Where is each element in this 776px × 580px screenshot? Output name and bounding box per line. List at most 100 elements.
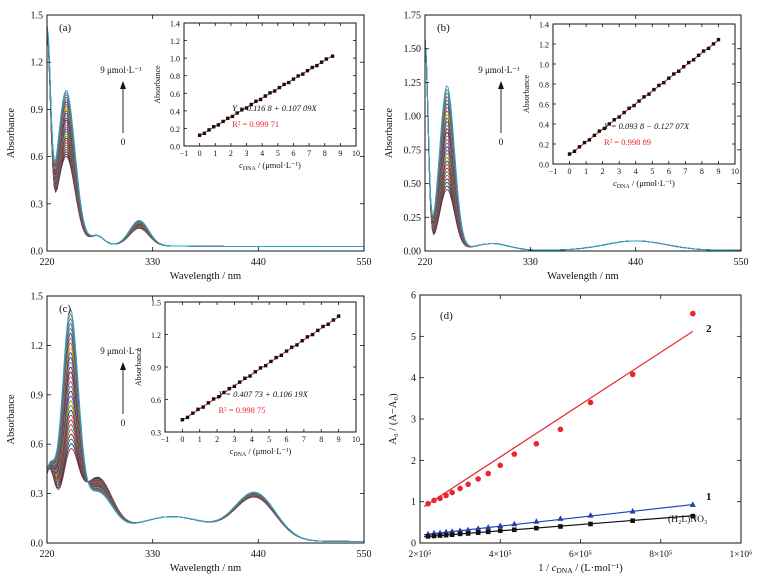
inset-point — [587, 138, 592, 142]
spectrum-line — [46, 25, 364, 248]
x-tick-label: 4×10⁵ — [489, 550, 512, 560]
inset-y-tick-label: 1.0 — [539, 61, 549, 70]
y-tick-label: 0 — [411, 539, 416, 550]
panel-label: (b) — [437, 22, 450, 34]
inset-point — [244, 106, 249, 110]
y-tick-label: 5 — [411, 332, 416, 343]
inset-y-tick-label: 0.2 — [170, 125, 180, 134]
inset-point — [284, 349, 289, 353]
fit-equation: Y = 0.407 73 + 0.106 19X — [218, 389, 308, 399]
y-tick-label: 0.6 — [31, 152, 44, 163]
inset-x-tick-label: 9 — [716, 167, 720, 176]
inset-point — [264, 363, 268, 368]
inset-x-tick-label: 3 — [245, 149, 249, 158]
data-point — [465, 481, 471, 488]
y-tick-label: 0.25 — [404, 213, 422, 224]
inset-x-tick-label: 7 — [307, 149, 311, 158]
spectra-curves — [424, 39, 741, 251]
x-tick-label: 220 — [418, 257, 433, 268]
spectra-curves — [46, 308, 364, 542]
inset-y-tick-label: 1.2 — [151, 331, 161, 340]
x-tick-label: 6×10⁵ — [569, 550, 592, 560]
data-point — [497, 528, 503, 533]
data-point — [425, 500, 431, 507]
data-point — [629, 371, 636, 378]
inset-x-tick-label: 8 — [700, 167, 704, 176]
inset-point — [295, 343, 299, 347]
inset-x-tick-label: 9 — [337, 435, 341, 444]
y-tick-label: 0.0 — [31, 539, 44, 550]
data-point — [689, 501, 696, 507]
inset-x-tick-label: 0 — [198, 149, 202, 158]
inset-x-tick-label: 8 — [319, 435, 323, 444]
x-axis-label: Wavelength / nm — [170, 563, 241, 574]
inset-point — [305, 335, 310, 339]
inset-y-tick-label: 1.2 — [539, 41, 549, 50]
inset-point — [567, 152, 572, 156]
inset-point — [691, 58, 696, 62]
data-point — [587, 399, 594, 406]
y-axis-label: Absorbance — [384, 108, 395, 158]
inset-point — [296, 74, 300, 78]
inset-point — [319, 60, 324, 64]
inset-point — [221, 119, 225, 124]
inset-point — [331, 318, 336, 322]
inset-point — [279, 353, 284, 357]
data-point — [443, 532, 449, 538]
fit-line — [423, 330, 694, 508]
panel-d: 0 1 2 3 4 5 6 2×10⁵ 4×10⁵ 6×10⁵ 8×10⁵ 1×10⁶ 1 / cDNA… — [388, 291, 752, 576]
y-tick-label: 0.0 — [31, 247, 44, 258]
inset-point — [577, 145, 582, 149]
inset-chart: 0.0 0.2 0.4 0.6 0.8 1.0 1.2 1.4 −1 0 1 2 3 4 5 6 7 8 9 10 cD… — [153, 20, 360, 173]
inset-point — [185, 415, 190, 420]
x-tick-label: 220 — [40, 549, 55, 560]
inset-point — [249, 102, 253, 107]
y-axis-label: Absorbance — [6, 394, 17, 444]
inset-point — [716, 37, 721, 42]
inset-y-tick-label: 0.4 — [170, 107, 180, 116]
y-tick-label: 1.5 — [31, 11, 44, 22]
inset-x-tick-label: 10 — [352, 435, 360, 444]
inset-point — [232, 384, 237, 389]
data-point — [497, 522, 504, 528]
inset-x-tick-label: 10 — [352, 149, 360, 158]
inset-y-tick-label: 0.6 — [151, 396, 161, 405]
y-tick-label: 1.2 — [31, 58, 44, 69]
data-point — [431, 497, 437, 504]
data-point — [629, 507, 636, 514]
inset-point — [305, 68, 310, 73]
data-point — [437, 495, 443, 502]
inset-chart: 0.0 0.2 0.4 0.6 0.8 1.0 1.2 1.4 −1 0 1 2 3 4 5 6 7 8 9 10 cD… — [522, 21, 739, 191]
data-point — [557, 426, 564, 433]
inset-point — [235, 111, 239, 115]
y-tick-label: 0.9 — [31, 105, 44, 116]
data-point — [457, 531, 463, 537]
data-point — [497, 462, 504, 469]
inset-x-tick-label: 5 — [267, 435, 271, 444]
inset-x-tick-label: 5 — [276, 149, 280, 158]
data-point — [558, 524, 563, 529]
y-tick-label: 0.75 — [404, 145, 422, 156]
x-axis-label: 1 / cDNA / (L·mol⁻¹) — [538, 563, 623, 575]
inset-point — [310, 332, 315, 337]
inset-point — [582, 140, 587, 145]
inset-point — [291, 77, 296, 81]
series-2 — [423, 501, 696, 537]
inset-point — [642, 95, 646, 99]
x-axis-label: Wavelength / nm — [170, 271, 241, 282]
inset-frame — [183, 22, 357, 147]
inset-x-tick-label: 5 — [650, 167, 654, 176]
data-point — [587, 512, 594, 518]
inset-y-axis-label: Absorbance — [153, 65, 162, 104]
panel-label: (a) — [59, 22, 72, 34]
inset-y-tick-label: 0.6 — [539, 101, 549, 110]
y-tick-label: 1.2 — [31, 341, 44, 352]
y-axis-label: A₀ / (A−A₀) — [388, 393, 399, 445]
x-tick-label: 440 — [251, 257, 266, 268]
x-tick-label: 220 — [40, 257, 55, 268]
inset-point — [652, 87, 656, 92]
inset-x-axis-label: cDNA / (μmol·L⁻¹) — [613, 178, 675, 190]
data-point — [511, 520, 518, 527]
inset-y-tick-label: 1.0 — [170, 55, 180, 64]
